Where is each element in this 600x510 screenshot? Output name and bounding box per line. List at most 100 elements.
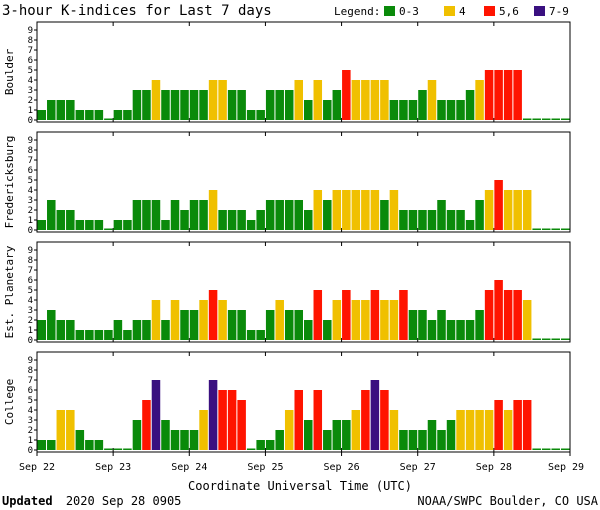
bar <box>284 90 294 120</box>
bar <box>265 200 275 230</box>
bar <box>208 290 218 340</box>
panel-station-label: Boulder <box>3 48 16 95</box>
y-tick-label: 8 <box>28 146 33 156</box>
bar <box>132 90 142 120</box>
bar <box>85 220 94 230</box>
legend-swatch-4 <box>534 6 545 16</box>
bar <box>380 80 389 120</box>
y-tick-label: 4 <box>28 76 33 86</box>
bar <box>94 110 104 120</box>
bar <box>342 290 351 340</box>
bar <box>151 380 161 450</box>
bar <box>104 330 113 340</box>
panel-frame <box>36 241 571 343</box>
bar <box>294 310 303 340</box>
bar <box>142 90 151 120</box>
panel-station-label: College <box>3 379 16 425</box>
x-tick-label: Sep 23 <box>95 462 131 473</box>
bar <box>370 80 380 120</box>
bar <box>66 100 75 120</box>
y-tick-label: 1 <box>28 216 33 226</box>
bar <box>180 430 189 450</box>
bar <box>475 310 484 340</box>
bar <box>47 100 56 120</box>
bar <box>370 380 380 450</box>
bar <box>313 80 323 120</box>
bar <box>522 190 532 230</box>
bar <box>361 300 370 340</box>
y-tick-label: 6 <box>28 276 33 286</box>
bar <box>37 220 47 230</box>
bar <box>323 430 332 450</box>
x-axis-label: Coordinate Universal Time (UTC) <box>188 479 412 493</box>
panel-frame <box>36 131 571 233</box>
bar <box>256 210 265 230</box>
legend-swatch-1 <box>384 6 395 16</box>
bar <box>361 190 370 230</box>
bar <box>532 448 541 450</box>
bar <box>304 210 313 230</box>
bar <box>351 410 361 450</box>
bar <box>227 390 237 450</box>
bar <box>332 190 342 230</box>
bar <box>551 228 560 230</box>
bar <box>275 300 284 340</box>
bar <box>465 320 475 340</box>
panel-station-label: Fredericksburg <box>3 136 16 229</box>
y-tick-label: 2 <box>28 316 33 326</box>
bar <box>284 310 294 340</box>
bar <box>427 320 437 340</box>
bar <box>246 330 256 340</box>
bar <box>218 80 227 120</box>
bar <box>541 338 551 340</box>
bar <box>494 180 503 230</box>
y-tick-label: 0 <box>28 116 33 126</box>
bar <box>227 90 237 120</box>
bar <box>47 310 56 340</box>
bar <box>265 440 275 450</box>
bar <box>37 440 47 450</box>
bar <box>484 290 494 340</box>
bar <box>389 100 399 120</box>
bar <box>75 110 85 120</box>
x-axis-ticks: Sep 22 Sep 23 Sep 24 Sep 25 Sep 26 Sep 27 Sep … <box>19 452 584 473</box>
x-tick-label: Sep 28 <box>476 462 512 473</box>
y-tick-label: 7 <box>28 156 33 166</box>
bar <box>437 100 446 120</box>
bar <box>342 70 351 120</box>
bar <box>47 440 56 450</box>
bar <box>132 320 142 340</box>
bar <box>218 390 227 450</box>
bar <box>227 210 237 230</box>
y-tick-label: 9 <box>28 356 33 366</box>
bar <box>522 118 532 120</box>
bar <box>513 70 522 120</box>
bar <box>142 200 151 230</box>
y-tick-label: 3 <box>28 306 33 316</box>
bar <box>484 410 494 450</box>
bar <box>189 310 199 340</box>
legend-label: Legend: <box>334 5 380 18</box>
bar <box>503 70 513 120</box>
y-tick-label: 8 <box>28 366 33 376</box>
bar <box>494 280 503 340</box>
bar <box>456 410 465 450</box>
bar <box>113 220 123 230</box>
bar <box>532 118 541 120</box>
bar <box>132 420 142 450</box>
bar <box>199 200 208 230</box>
bar <box>503 410 513 450</box>
x-tick-label: Sep 24 <box>171 462 207 473</box>
legend-swatch-2 <box>444 6 455 16</box>
y-tick-label: 2 <box>28 426 33 436</box>
panels: 0123456789Boulder0123456789Fredericksbur… <box>3 21 571 456</box>
bar <box>56 210 66 230</box>
y-tick-label: 1 <box>28 106 33 116</box>
bar <box>161 220 170 230</box>
bar <box>332 300 342 340</box>
bar <box>427 80 437 120</box>
bar <box>189 90 199 120</box>
